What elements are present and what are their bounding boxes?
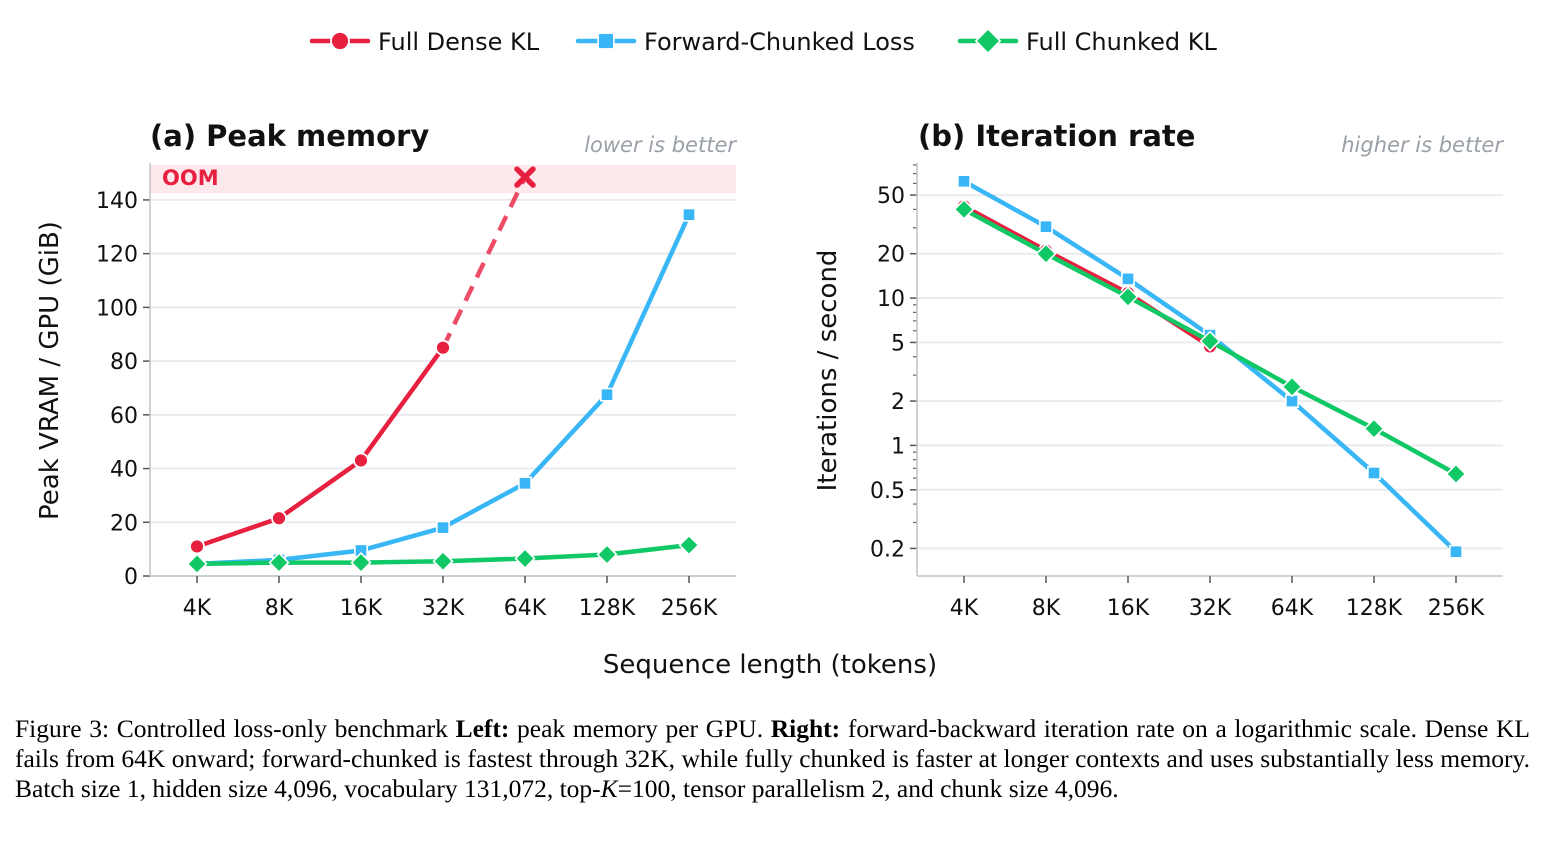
series-forward-chunked-loss xyxy=(957,174,1463,559)
y-tick-label: 80 xyxy=(110,350,138,375)
y-tick-label: 2 xyxy=(891,390,905,415)
data-point xyxy=(600,387,614,402)
figure: Full Dense KL Forward-Chunked Loss Full Ch… xyxy=(35,27,1504,680)
y-tick-label: 60 xyxy=(110,404,138,429)
oom-extrapolation xyxy=(440,176,528,349)
x-tick-label: 256K xyxy=(1428,596,1485,621)
data-point xyxy=(1445,463,1467,485)
x-tick-label: 64K xyxy=(504,596,547,621)
caption-right-text: forward-backward iteration rate on a log… xyxy=(15,714,1530,803)
legend: Full Dense KL Forward-Chunked Loss Full Ch… xyxy=(309,27,1217,56)
legend-marker xyxy=(597,32,615,50)
y-tick-label: 120 xyxy=(96,243,138,268)
legend-label: Full Chunked KL xyxy=(1026,28,1217,56)
data-point xyxy=(957,174,971,189)
data-point xyxy=(596,543,618,566)
y-tick-label: 0.2 xyxy=(870,537,905,562)
legend-label: Forward-Chunked Loss xyxy=(644,28,915,56)
data-point xyxy=(350,551,372,574)
data-point xyxy=(353,452,369,469)
series-full-dense-kl xyxy=(189,166,536,555)
legend-item-3: Full Chunked KL xyxy=(957,27,1217,56)
data-point xyxy=(1363,418,1385,440)
legend-item-2: Forward-Chunked Loss xyxy=(575,28,915,56)
oom-x-stroke xyxy=(514,166,536,188)
y-tick-label: 50 xyxy=(877,184,905,209)
oom-marker xyxy=(514,166,536,188)
panel-iteration-rate: (b) Iteration rate higher is better 0.2 0… xyxy=(813,119,1504,621)
y-tick-label: 40 xyxy=(110,458,138,483)
caption-figure-label: Figure 3: xyxy=(15,714,110,743)
x-tick-label: 32K xyxy=(1189,596,1232,621)
panel-b-note: higher is better xyxy=(1341,133,1504,157)
y-tick-label: 5 xyxy=(891,331,905,356)
caption-left-label: Left: xyxy=(455,714,510,743)
oom-band xyxy=(150,165,736,194)
data-point xyxy=(1199,330,1221,352)
y-axis-label: Peak VRAM / GPU (GiB) xyxy=(35,221,65,520)
figure-caption: Figure 3: Controlled loss-only benchmark… xyxy=(15,714,1530,804)
data-point xyxy=(436,520,450,535)
caption-right-label: Right: xyxy=(770,714,841,743)
panel-peak-memory: (a) Peak memory lower is better OOM 0 20 40… xyxy=(35,119,737,621)
x-tick-label: 128K xyxy=(579,596,636,621)
series-line xyxy=(194,212,692,567)
x-tick-label: 16K xyxy=(340,596,383,621)
data-point xyxy=(678,534,700,556)
y-tick-label: 20 xyxy=(877,243,905,268)
data-point xyxy=(1281,376,1303,398)
data-point xyxy=(1449,544,1463,559)
legend-item-1: Full Dense KL xyxy=(309,28,540,56)
panel-b-title: (b) Iteration rate xyxy=(918,119,1195,153)
series-full-chunked-kl xyxy=(953,198,1467,485)
x-tick-label: 64K xyxy=(1271,596,1314,621)
y-tick-label: 0.5 xyxy=(870,479,905,504)
data-point xyxy=(268,551,290,574)
y-tick-label: 100 xyxy=(96,296,138,321)
series-line xyxy=(194,345,446,549)
x-tick-label: 16K xyxy=(1107,596,1150,621)
y-tick-label: 10 xyxy=(877,287,905,312)
legend-marker xyxy=(974,27,1002,55)
data-point xyxy=(1121,271,1135,286)
legend-marker xyxy=(330,31,350,51)
x-tick-label: 8K xyxy=(265,596,294,621)
y-tick-label: 140 xyxy=(96,189,138,214)
data-point xyxy=(1035,243,1057,265)
data-point xyxy=(1367,466,1381,480)
oom-label: OOM xyxy=(162,166,219,190)
data-point xyxy=(1039,219,1053,234)
y-tick-label: 1 xyxy=(891,434,905,459)
shared-x-axis-label: Sequence length (tokens) xyxy=(603,650,937,680)
caption-k-symbol: K xyxy=(600,774,618,803)
data-point xyxy=(514,547,536,570)
panel-a-note: lower is better xyxy=(584,133,737,157)
data-point xyxy=(189,538,205,555)
data-point xyxy=(186,553,208,575)
data-point xyxy=(518,476,532,491)
series-forward-chunked-loss xyxy=(190,207,696,571)
caption-intro: Controlled loss-only benchmark xyxy=(116,714,448,743)
y-axis-label: Iterations / second xyxy=(813,250,843,492)
x-tick-label: 128K xyxy=(1346,596,1403,621)
data-point xyxy=(271,510,287,527)
x-tick-label: 32K xyxy=(422,596,465,621)
data-point xyxy=(432,550,454,572)
caption-after-k: =100, tensor parallelism 2, and chunk si… xyxy=(617,774,1119,803)
data-point xyxy=(435,339,451,356)
y-tick-label: 0 xyxy=(124,565,138,590)
x-tick-label: 4K xyxy=(183,596,212,621)
series-full-chunked-kl xyxy=(186,534,700,575)
x-tick-label: 4K xyxy=(950,596,979,621)
y-tick-label: 20 xyxy=(110,511,138,536)
series-line xyxy=(961,179,1459,554)
panel-a-title: (a) Peak memory xyxy=(150,119,429,153)
data-point xyxy=(1117,286,1139,308)
x-tick-label: 256K xyxy=(661,596,718,621)
x-tick-label: 8K xyxy=(1032,596,1061,621)
caption-left-text: peak memory per GPU. xyxy=(517,714,764,743)
data-point xyxy=(682,207,696,222)
legend-label: Full Dense KL xyxy=(378,28,540,56)
data-point xyxy=(953,198,975,220)
